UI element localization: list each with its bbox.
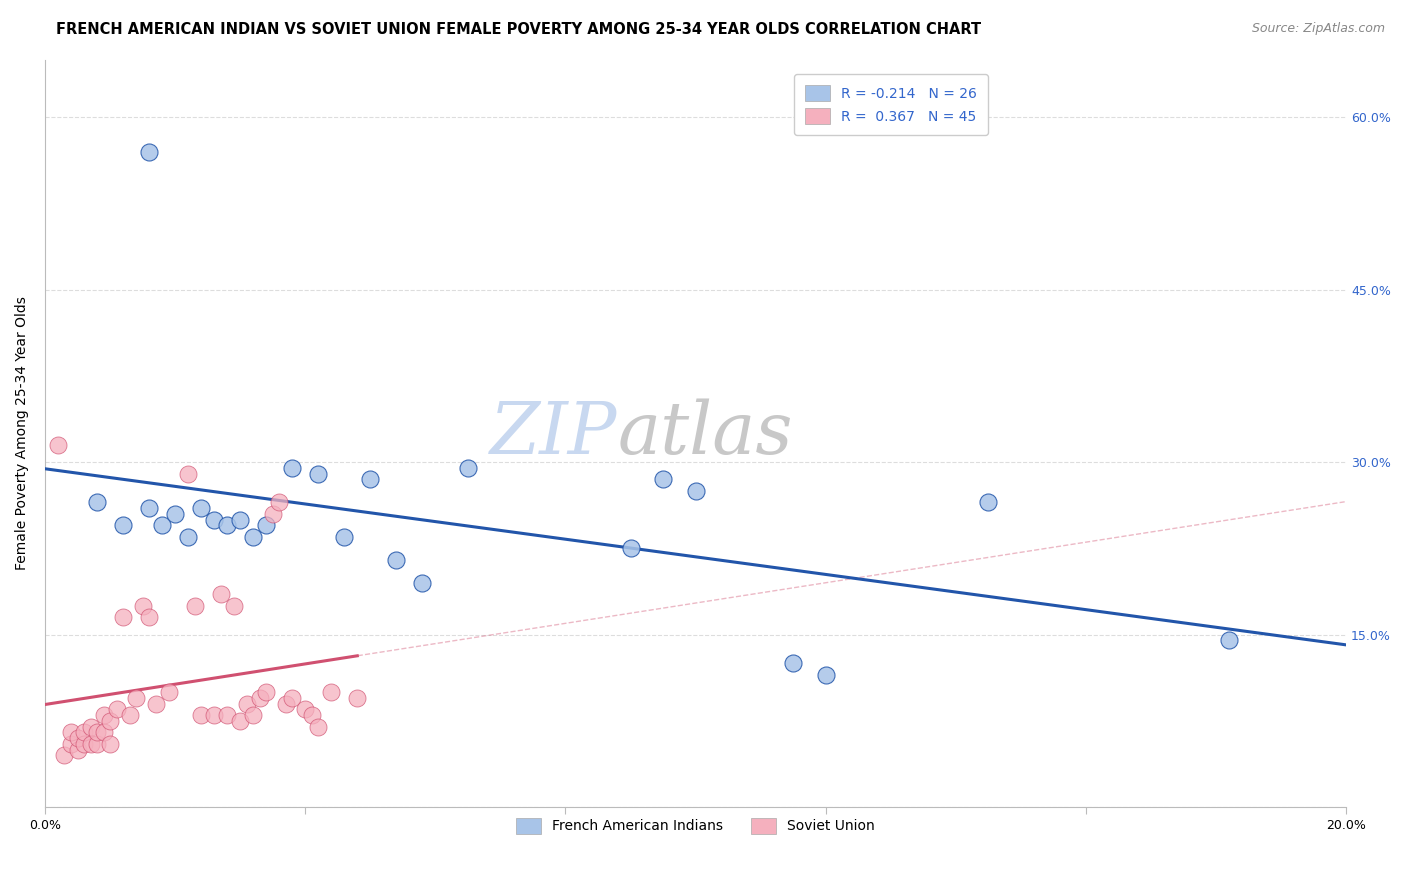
Point bbox=[977, 495, 1000, 509]
Point bbox=[112, 518, 135, 533]
Text: ZIP: ZIP bbox=[491, 398, 617, 468]
Text: atlas: atlas bbox=[617, 398, 793, 468]
Point bbox=[229, 512, 252, 526]
Point bbox=[235, 697, 257, 711]
Point bbox=[79, 737, 101, 751]
Text: Source: ZipAtlas.com: Source: ZipAtlas.com bbox=[1251, 22, 1385, 36]
Point bbox=[814, 668, 837, 682]
Point bbox=[359, 472, 381, 486]
Point bbox=[217, 518, 239, 533]
Point bbox=[457, 460, 479, 475]
Point bbox=[254, 518, 277, 533]
Point bbox=[262, 507, 284, 521]
Point bbox=[98, 714, 121, 728]
Point bbox=[59, 737, 82, 751]
Point bbox=[202, 708, 225, 723]
Point bbox=[79, 720, 101, 734]
Point bbox=[269, 495, 291, 509]
Point bbox=[190, 501, 212, 516]
Text: FRENCH AMERICAN INDIAN VS SOVIET UNION FEMALE POVERTY AMONG 25-34 YEAR OLDS CORR: FRENCH AMERICAN INDIAN VS SOVIET UNION F… bbox=[56, 22, 981, 37]
Point bbox=[131, 599, 153, 613]
Point bbox=[145, 697, 167, 711]
Point bbox=[294, 702, 316, 716]
Point bbox=[165, 507, 187, 521]
Point bbox=[1218, 633, 1240, 648]
Point bbox=[66, 742, 89, 756]
Point bbox=[66, 731, 89, 745]
Point bbox=[385, 553, 408, 567]
Point bbox=[229, 714, 252, 728]
Point bbox=[73, 725, 96, 739]
Point bbox=[93, 708, 115, 723]
Point bbox=[202, 512, 225, 526]
Point bbox=[125, 690, 148, 705]
Point bbox=[242, 708, 264, 723]
Point bbox=[73, 737, 96, 751]
Point bbox=[190, 708, 212, 723]
Point bbox=[209, 587, 232, 601]
Point bbox=[105, 702, 128, 716]
Point bbox=[53, 748, 76, 763]
Point bbox=[183, 599, 205, 613]
Legend: French American Indians, Soviet Union: French American Indians, Soviet Union bbox=[505, 806, 886, 845]
Point bbox=[274, 697, 297, 711]
Point bbox=[86, 725, 108, 739]
Point bbox=[177, 467, 200, 481]
Point bbox=[138, 501, 160, 516]
Point bbox=[86, 737, 108, 751]
Point bbox=[217, 708, 239, 723]
Y-axis label: Female Poverty Among 25-34 Year Olds: Female Poverty Among 25-34 Year Olds bbox=[15, 296, 30, 570]
Point bbox=[98, 737, 121, 751]
Point bbox=[249, 690, 271, 705]
Point bbox=[222, 599, 245, 613]
Point bbox=[59, 725, 82, 739]
Point bbox=[321, 685, 343, 699]
Point bbox=[138, 610, 160, 624]
Point bbox=[46, 438, 69, 452]
Point bbox=[652, 472, 675, 486]
Point bbox=[333, 530, 356, 544]
Point bbox=[150, 518, 173, 533]
Point bbox=[307, 467, 329, 481]
Point bbox=[281, 460, 304, 475]
Point bbox=[281, 690, 304, 705]
Point bbox=[619, 541, 641, 556]
Point bbox=[301, 708, 323, 723]
Point bbox=[685, 483, 707, 498]
Point bbox=[118, 708, 141, 723]
Point bbox=[242, 530, 264, 544]
Point bbox=[93, 725, 115, 739]
Point bbox=[86, 495, 108, 509]
Point bbox=[112, 610, 135, 624]
Point bbox=[782, 657, 804, 671]
Point bbox=[307, 720, 329, 734]
Point bbox=[411, 575, 433, 590]
Point bbox=[177, 530, 200, 544]
Point bbox=[254, 685, 277, 699]
Point bbox=[157, 685, 180, 699]
Point bbox=[138, 145, 160, 159]
Point bbox=[346, 690, 368, 705]
